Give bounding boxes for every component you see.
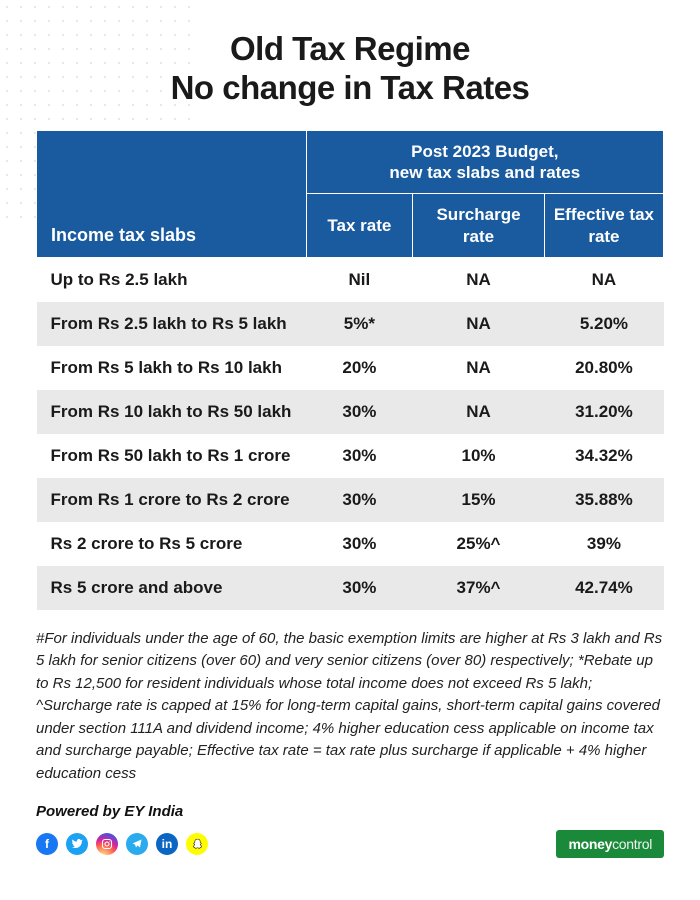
moneycontrol-logo[interactable]: moneycontrol (556, 830, 664, 858)
cell-tax-rate: 30% (306, 522, 413, 566)
cell-surcharge-rate: NA (413, 257, 545, 302)
title-line-1: Old Tax Regime (230, 30, 470, 67)
header-tax-rate: Tax rate (306, 194, 413, 258)
facebook-icon[interactable]: f (36, 833, 58, 855)
cell-tax-rate: 30% (306, 566, 413, 610)
cell-income-slab: From Rs 1 crore to Rs 2 crore (37, 478, 307, 522)
instagram-icon[interactable] (96, 833, 118, 855)
footnote-text: #For individuals under the age of 60, th… (36, 628, 664, 786)
table-row: Rs 5 crore and above30%37%^42.74% (37, 566, 664, 610)
table-row: From Rs 10 lakh to Rs 50 lakh30%NA31.20% (37, 390, 664, 434)
tax-slabs-table: Income tax slabs Post 2023 Budget, new t… (36, 130, 664, 610)
footer-row: f in moneycontrol (36, 830, 664, 858)
cell-effective-tax-rate: 5.20% (544, 302, 663, 346)
brand-bold: money (568, 836, 612, 852)
cell-surcharge-rate: 10% (413, 434, 545, 478)
header-surcharge-rate: Surcharge rate (413, 194, 545, 258)
twitter-icon[interactable] (66, 833, 88, 855)
cell-income-slab: From Rs 50 lakh to Rs 1 crore (37, 434, 307, 478)
cell-income-slab: From Rs 2.5 lakh to Rs 5 lakh (37, 302, 307, 346)
cell-effective-tax-rate: 39% (544, 522, 663, 566)
cell-income-slab: From Rs 5 lakh to Rs 10 lakh (37, 346, 307, 390)
cell-income-slab: From Rs 10 lakh to Rs 50 lakh (37, 390, 307, 434)
table-row: From Rs 5 lakh to Rs 10 lakh20%NA20.80% (37, 346, 664, 390)
brand-light: control (612, 836, 652, 852)
cell-income-slab: Rs 2 crore to Rs 5 crore (37, 522, 307, 566)
cell-effective-tax-rate: NA (544, 257, 663, 302)
table-row: Rs 2 crore to Rs 5 crore30%25%^39% (37, 522, 664, 566)
cell-effective-tax-rate: 35.88% (544, 478, 663, 522)
powered-by-text: Powered by EY India (36, 803, 664, 820)
cell-surcharge-rate: NA (413, 346, 545, 390)
cell-effective-tax-rate: 31.20% (544, 390, 663, 434)
cell-tax-rate: 30% (306, 390, 413, 434)
cell-effective-tax-rate: 42.74% (544, 566, 663, 610)
cell-surcharge-rate: NA (413, 390, 545, 434)
table-header: Income tax slabs Post 2023 Budget, new t… (37, 130, 664, 257)
snapchat-icon[interactable] (186, 833, 208, 855)
table-row: Up to Rs 2.5 lakhNilNANA (37, 257, 664, 302)
table-body: Up to Rs 2.5 lakhNilNANAFrom Rs 2.5 lakh… (37, 257, 664, 610)
cell-effective-tax-rate: 20.80% (544, 346, 663, 390)
header-income-slabs: Income tax slabs (37, 130, 307, 257)
cell-tax-rate: 5%* (306, 302, 413, 346)
telegram-icon[interactable] (126, 833, 148, 855)
title-line-2: No change in Tax Rates (171, 69, 530, 106)
cell-effective-tax-rate: 34.32% (544, 434, 663, 478)
cell-tax-rate: 20% (306, 346, 413, 390)
cell-surcharge-rate: 25%^ (413, 522, 545, 566)
linkedin-icon[interactable]: in (156, 833, 178, 855)
content-container: Old Tax Regime No change in Tax Rates In… (0, 0, 700, 878)
social-icons: f in (36, 833, 208, 855)
table-row: From Rs 50 lakh to Rs 1 crore30%10%34.32… (37, 434, 664, 478)
cell-tax-rate: 30% (306, 434, 413, 478)
cell-surcharge-rate: 15% (413, 478, 545, 522)
cell-income-slab: Rs 5 crore and above (37, 566, 307, 610)
cell-surcharge-rate: NA (413, 302, 545, 346)
header-group-post-budget: Post 2023 Budget, new tax slabs and rate… (306, 130, 663, 194)
cell-income-slab: Up to Rs 2.5 lakh (37, 257, 307, 302)
table-row: From Rs 1 crore to Rs 2 crore30%15%35.88… (37, 478, 664, 522)
page-title: Old Tax Regime No change in Tax Rates (36, 30, 664, 108)
cell-surcharge-rate: 37%^ (413, 566, 545, 610)
cell-tax-rate: 30% (306, 478, 413, 522)
cell-tax-rate: Nil (306, 257, 413, 302)
header-effective-tax-rate: Effective tax rate (544, 194, 663, 258)
table-row: From Rs 2.5 lakh to Rs 5 lakh5%*NA5.20% (37, 302, 664, 346)
